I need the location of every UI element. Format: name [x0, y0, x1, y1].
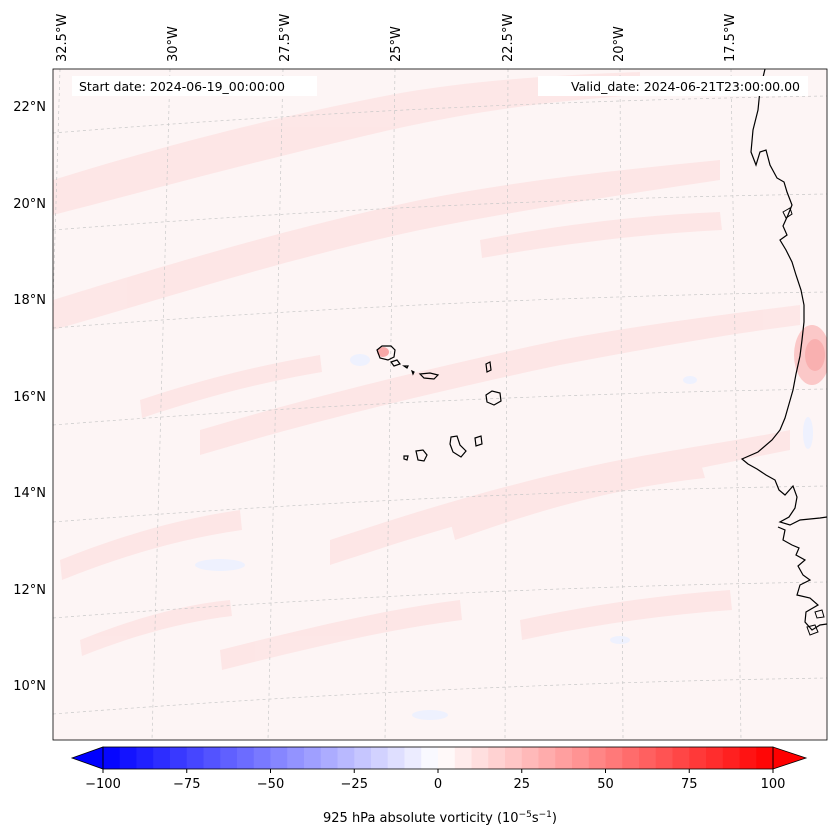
colorbar-cell: [153, 747, 171, 769]
lon-label: 27.5°W: [278, 14, 293, 62]
colorbar-cell: [320, 747, 339, 769]
colorbar-cell: [622, 747, 640, 769]
colorbar-cell: [170, 747, 188, 769]
colorbar-tick-label: −75: [173, 777, 200, 792]
colorbar-cell: [488, 747, 506, 769]
lon-label: 25°W: [389, 26, 404, 62]
colorbar-cell: [521, 747, 540, 769]
colorbar-cell: [270, 747, 288, 769]
colorbar-cell: [404, 747, 422, 769]
colorbar-cell: [454, 747, 473, 769]
start-date-label: Start date: 2024-06-19_00:00:00: [79, 79, 285, 94]
vorticity-field: [53, 69, 827, 740]
coastal-islet: [782, 207, 793, 219]
longitude-labels: 32.5°W 30°W 27.5°W 25°W 22.5°W 20°W 17.5…: [55, 14, 738, 62]
colorbar-cell: [706, 747, 724, 769]
island-sal: [485, 361, 492, 373]
colorbar-tick-label: −25: [341, 777, 368, 792]
island-sao-vicente: [390, 359, 401, 367]
colorbar-tick-label: 50: [597, 777, 614, 792]
colorbar-cell: [203, 747, 221, 769]
lon-label: 32.5°W: [55, 14, 70, 62]
colorbar: −100 −75 −50 −25 0 25 50 75 100 925 hPa absolute…: [70, 746, 808, 826]
island-brava: [403, 455, 409, 461]
colorbar-cell: [689, 747, 707, 769]
colorbar-cell: [572, 747, 590, 769]
colorbar-ticks: −100 −75 −50 −25 0 25 50 75 100: [85, 769, 785, 792]
colorbar-cell: [237, 747, 255, 769]
colorbar-cell: [505, 747, 523, 769]
colorbar-cell: [337, 747, 355, 769]
colorbar-cell: [722, 747, 741, 769]
colorbar-min-extension: [70, 746, 104, 770]
colorbar-tick-label: 0: [434, 777, 442, 792]
colorbar-cell: [555, 747, 573, 769]
colorbar-tick-label: −100: [85, 777, 121, 792]
colorbar-cell: [354, 747, 372, 769]
island-maio: [474, 435, 483, 447]
colorbar-cell: [103, 747, 121, 769]
cabo-verde-islands: [376, 345, 502, 462]
colorbar-cell: [119, 747, 138, 769]
start-date-box: [72, 76, 317, 96]
island-santa-luzia: [402, 365, 409, 369]
colorbar-tick-label: 75: [681, 777, 698, 792]
graticule: [53, 69, 827, 740]
colorbar-cell: [304, 747, 322, 769]
colorbar-max-extension: [772, 746, 808, 770]
colorbar-tick-label: 25: [513, 777, 530, 792]
colorbar-cell: [186, 747, 205, 769]
lon-label: 20°W: [612, 26, 627, 62]
colorbar-label: 925 hPa absolute vorticity (10−5s−1): [323, 810, 557, 826]
lat-label: 16°N: [13, 390, 46, 405]
lat-label: 22°N: [13, 100, 46, 115]
colorbar-cell: [639, 747, 657, 769]
colorbar-cell: [538, 747, 556, 769]
colorbar-cell: [387, 747, 406, 769]
colorbar-cell: [605, 747, 623, 769]
island-santo-antao: [376, 345, 396, 361]
valid-date-box: [538, 76, 808, 96]
colorbar-cell: [471, 747, 489, 769]
latitude-labels: 22°N 20°N 18°N 16°N 14°N 12°N 10°N: [13, 100, 46, 694]
island-fogo: [415, 449, 428, 462]
bijagos-islet-2: [814, 609, 825, 619]
lon-label: 22.5°W: [501, 14, 516, 62]
colorbar-cell: [739, 747, 757, 769]
lat-label: 20°N: [13, 197, 46, 212]
colorbar-tick-label: 100: [761, 777, 786, 792]
colorbar-cell: [756, 747, 774, 769]
valid-date-label: Valid_date: 2024-06-21T23:00:00.00: [571, 79, 800, 94]
colorbar-cell: [220, 747, 238, 769]
lat-label: 18°N: [13, 293, 46, 308]
lat-label: 12°N: [13, 583, 46, 598]
island-santiago: [449, 435, 467, 458]
bijagos-islet: [806, 624, 819, 636]
colorbar-tick-label: −50: [257, 777, 284, 792]
colorbar-cell: [438, 747, 456, 769]
island-sao-nicolau: [418, 372, 440, 380]
map-panel: Start date: 2024-06-19_00:00:00 Valid_da…: [13, 14, 828, 741]
colorbar-cell: [655, 747, 674, 769]
colorbar-cell: [136, 747, 154, 769]
colorbar-cell: [253, 747, 272, 769]
lon-label: 17.5°W: [723, 14, 738, 62]
colorbar-cell: [287, 747, 305, 769]
island-islet: [410, 369, 415, 376]
lat-label: 10°N: [13, 679, 46, 694]
colorbar-cell: [421, 747, 439, 769]
colorbar-cells: [70, 746, 808, 770]
colorbar-cell: [672, 747, 690, 769]
lon-label: 30°W: [166, 26, 181, 62]
island-boa-vista: [485, 390, 502, 406]
colorbar-cell: [371, 747, 389, 769]
colorbar-cell: [588, 747, 607, 769]
african-coastline: [740, 69, 827, 631]
lat-label: 14°N: [13, 486, 46, 501]
